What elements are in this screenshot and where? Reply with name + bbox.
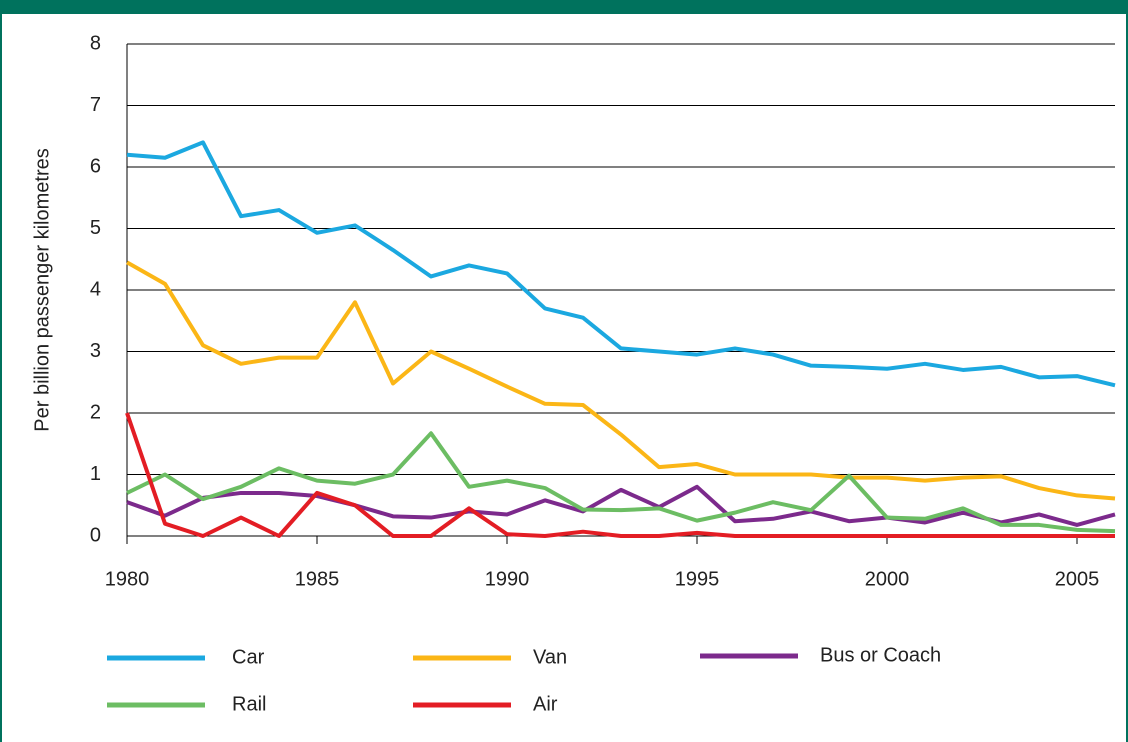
- series-line: [125, 412, 1115, 538]
- x-tick-label: 1990: [485, 568, 530, 590]
- y-axis-label: Per billion passenger kilometres: [31, 148, 53, 431]
- legend-label: Bus or Coach: [820, 644, 941, 666]
- series-line: [126, 260, 1116, 501]
- legend-label: Air: [533, 693, 558, 715]
- y-tick-label: 3: [90, 340, 101, 362]
- x-tick-label: 2000: [865, 568, 910, 590]
- series-line: [126, 484, 1116, 527]
- x-tick-label: 1995: [675, 568, 720, 590]
- series-line: [126, 140, 1116, 388]
- legend-label: Rail: [232, 693, 266, 715]
- y-tick-label: 0: [90, 524, 101, 546]
- y-tick-label: 7: [90, 94, 101, 116]
- y-tick-label: 6: [90, 155, 101, 177]
- top-band: [0, 0, 1128, 14]
- x-tick-label: 1985: [295, 568, 340, 590]
- x-tick-label: 2005: [1055, 568, 1100, 590]
- y-tick-label: 8: [90, 32, 101, 54]
- legend-label: Van: [533, 646, 567, 668]
- x-tick-label: 1980: [105, 568, 150, 590]
- y-tick-label: 4: [90, 278, 101, 300]
- y-tick-label: 2: [90, 401, 101, 423]
- legend-label: Car: [232, 646, 265, 668]
- left-border: [0, 0, 2, 742]
- y-tick-label: 1: [90, 463, 101, 485]
- series-line: [126, 431, 1116, 534]
- right-border: [1126, 0, 1128, 742]
- y-tick-label: 5: [90, 217, 101, 239]
